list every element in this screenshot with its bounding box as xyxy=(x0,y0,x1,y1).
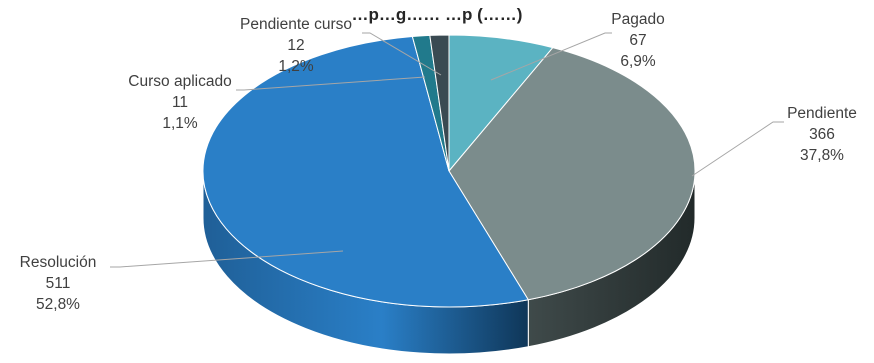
data-label-resolución-percent: 52,8% xyxy=(36,296,80,313)
data-label-curso-aplicado-percent: 1,1% xyxy=(162,115,198,132)
leader-line-curso-aplicado xyxy=(236,76,426,91)
pie-slices xyxy=(202,34,696,308)
data-label-pendiente-percent: 37,8% xyxy=(800,147,844,164)
data-label-curso-aplicado-name: Curso aplicado xyxy=(128,73,231,90)
leader-line-resolución xyxy=(110,250,344,268)
leader-lines xyxy=(110,32,784,268)
data-label-pendiente-name: Pendiente xyxy=(787,105,857,122)
pie-slice-pendiente xyxy=(448,47,696,301)
data-label-resolución-name: Resolución xyxy=(20,254,97,271)
leader-line-pendiente-curso xyxy=(362,32,442,76)
data-labels: Pagado 67 6,9% Pendiente 366 37,8% Resolución 5… xyxy=(20,11,857,313)
data-label-pendiente-curso-name: Pendiente curso xyxy=(240,16,352,33)
data-label-curso-aplicado-value: 11 xyxy=(172,94,188,111)
pie-slice-pagado xyxy=(448,34,554,173)
data-label-pagado-percent: 6,9% xyxy=(620,53,656,70)
data-label-pendiente-value: 366 xyxy=(809,126,835,143)
data-label-resolución-value: 511 xyxy=(46,275,71,292)
data-label-pendiente-curso-value: 12 xyxy=(287,37,304,54)
pie-slice-pendiente-curso xyxy=(429,34,450,172)
pie-slice-resolución xyxy=(202,35,530,308)
data-label-pagado-name: Pagado xyxy=(611,11,664,28)
leader-line-pendiente xyxy=(691,121,784,177)
leader-line-pagado xyxy=(490,32,612,81)
data-label-pendiente-curso-percent: 1,2% xyxy=(278,58,314,75)
data-label-pagado-value: 67 xyxy=(629,32,646,49)
chart-title: …p…g…… …p (……) xyxy=(352,5,523,24)
